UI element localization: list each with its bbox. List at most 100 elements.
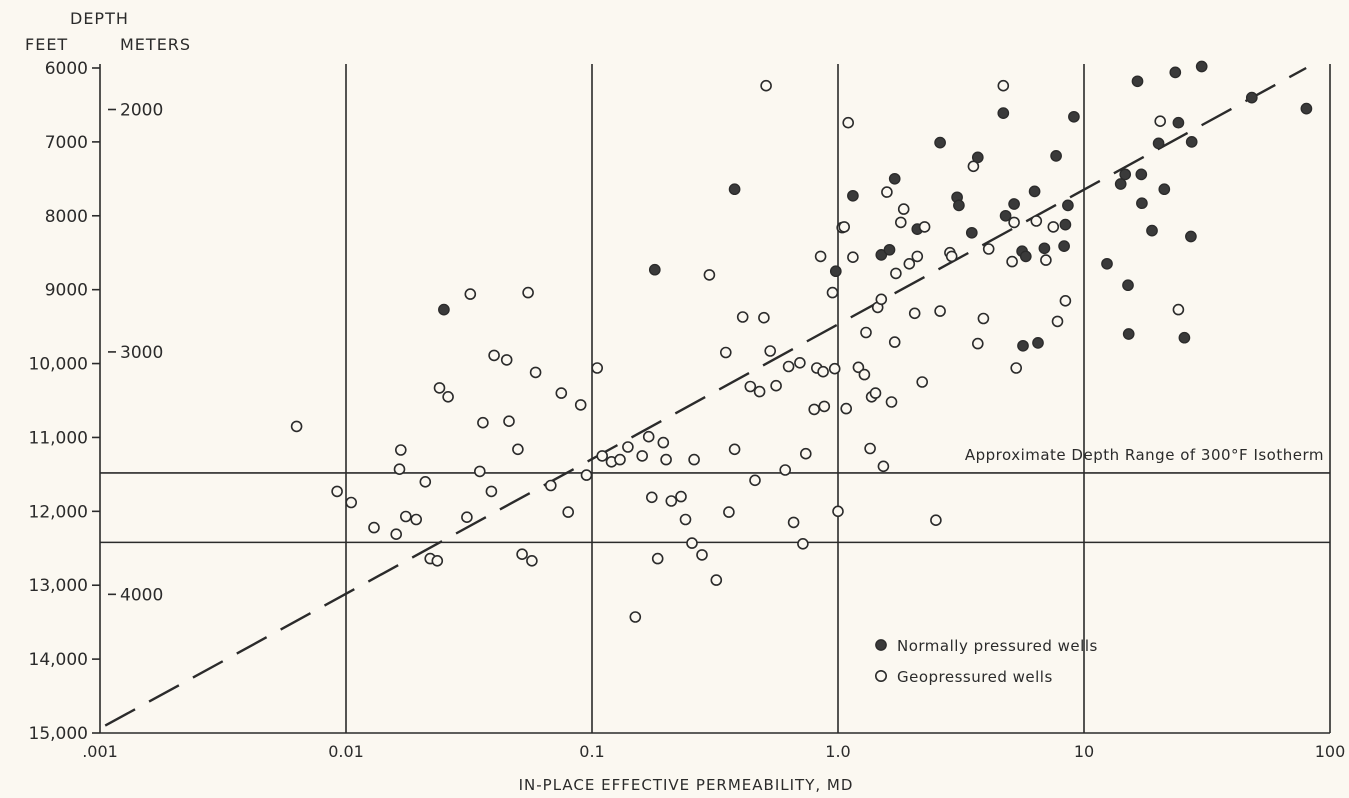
geopressured-point-4 xyxy=(390,528,403,541)
y-axis-heading-depth: DEPTH xyxy=(70,9,129,28)
geopressured-point-105 xyxy=(945,250,958,263)
normally-pressured-point-34 xyxy=(1135,168,1148,181)
normally-pressured-point-32 xyxy=(1122,328,1135,340)
data-points-layer xyxy=(290,60,1313,623)
normally-pressured-point-35 xyxy=(1136,197,1148,210)
normally-pressured-point-46 xyxy=(1300,102,1313,115)
geopressured-point-118 xyxy=(1059,294,1072,307)
y-tick-label-feet-1: 7000 xyxy=(45,133,88,153)
geopressured-point-92 xyxy=(885,396,898,408)
y-axis-heading-feet: FEET xyxy=(25,35,68,54)
geopressured-point-78 xyxy=(838,221,851,233)
y-tick-label-feet-2: 8000 xyxy=(45,207,88,227)
geopressured-point-13 xyxy=(442,390,454,403)
normally-pressured-point-5 xyxy=(875,249,888,261)
geopressured-point-12 xyxy=(431,554,444,567)
normally-pressured-point-41 xyxy=(1178,331,1191,344)
geopressured-point-81 xyxy=(847,251,859,264)
geopressured-point-115 xyxy=(1040,254,1052,266)
geopressured-point-95 xyxy=(894,216,907,229)
normally-pressured-point-12 xyxy=(965,226,978,239)
legend-label-normally-pressured: Normally pressured wells xyxy=(897,637,1098,655)
normally-pressured-point-16 xyxy=(1008,198,1020,210)
geopressured-point-91 xyxy=(881,186,893,198)
geopressured-point-119 xyxy=(1154,115,1166,127)
x-tick-label-0: .001 xyxy=(82,742,118,761)
normally-pressured-point-45 xyxy=(1245,91,1258,104)
geopressured-point-110 xyxy=(997,79,1010,92)
geopressured-point-19 xyxy=(488,349,500,362)
geopressured-point-101 xyxy=(918,221,931,233)
geopressured-point-72 xyxy=(817,365,829,378)
geopressured-point-66 xyxy=(794,356,806,369)
normally-pressured-point-29 xyxy=(1114,178,1127,190)
geopressured-point-6 xyxy=(394,444,407,456)
geopressured-point-41 xyxy=(651,552,664,565)
geopressured-point-46 xyxy=(679,513,692,526)
geopressured-point-80 xyxy=(842,116,855,129)
trend-line xyxy=(104,66,1307,727)
geopressured-point-14 xyxy=(461,511,473,524)
geopressured-point-1 xyxy=(331,485,343,498)
geopressured-point-22 xyxy=(512,443,524,456)
geopressured-point-89 xyxy=(875,293,888,306)
normally-pressured-point-4 xyxy=(847,189,859,202)
geopressured-point-117 xyxy=(1051,315,1064,328)
normally-pressured-point-43 xyxy=(1185,136,1198,148)
geopressured-point-47 xyxy=(686,537,698,549)
geopressured-point-109 xyxy=(982,243,995,255)
normally-pressured-point-36 xyxy=(1146,224,1158,237)
geopressured-point-106 xyxy=(967,160,980,173)
geopressured-point-21 xyxy=(503,415,515,428)
geopressured-point-98 xyxy=(908,307,921,320)
geopressured-point-116 xyxy=(1047,221,1060,233)
geopressured-point-36 xyxy=(622,441,634,453)
y-tick-label-feet-6: 12,000 xyxy=(29,502,88,522)
geopressured-point-90 xyxy=(877,460,890,473)
x-tick-label-5: 100 xyxy=(1315,742,1346,761)
geopressured-point-112 xyxy=(1008,216,1020,229)
x-tick-label-3: 1.0 xyxy=(825,742,850,761)
geopressured-point-8 xyxy=(410,513,423,526)
geopressured-point-58 xyxy=(753,385,766,398)
geopressured-point-11 xyxy=(433,382,446,394)
geopressured-point-32 xyxy=(591,362,604,374)
geopressured-point-39 xyxy=(642,430,655,443)
geopressured-point-53 xyxy=(723,506,735,518)
geopressured-point-68 xyxy=(799,447,812,460)
geopressured-point-111 xyxy=(1006,255,1018,268)
y-tick-label-feet-0: 6000 xyxy=(45,59,88,79)
geopressured-point-83 xyxy=(858,368,871,381)
geopressured-point-71 xyxy=(814,250,827,263)
geopressured-point-65 xyxy=(787,516,800,529)
geopressured-point-49 xyxy=(696,549,708,561)
normally-pressured-point-40 xyxy=(1172,116,1185,129)
geopressured-point-99 xyxy=(911,250,924,263)
isotherm-band-label: Approximate Depth Range of 300°F Isother… xyxy=(965,446,1324,464)
geopressured-point-33 xyxy=(596,450,609,462)
geopressured-point-24 xyxy=(522,286,534,299)
geopressured-point-50 xyxy=(703,269,716,281)
y-tick-label-feet-5: 11,000 xyxy=(29,428,88,448)
geopressured-point-79 xyxy=(840,402,853,415)
geopressured-point-35 xyxy=(614,453,626,466)
normally-pressured-point-6 xyxy=(883,243,896,256)
geopressured-point-103 xyxy=(934,305,946,317)
geopressured-point-28 xyxy=(555,387,568,399)
geopressured-point-5 xyxy=(393,463,406,476)
y-tick-label-feet-7: 13,000 xyxy=(29,576,88,596)
trend-line-layer xyxy=(104,66,1307,727)
geopressured-point-26 xyxy=(529,366,542,379)
x-tick-label-1: 0.01 xyxy=(328,742,364,761)
geopressured-point-54 xyxy=(728,443,741,456)
geopressured-point-40 xyxy=(645,491,658,504)
geopressured-point-23 xyxy=(516,548,528,561)
normally-pressured-point-2 xyxy=(728,183,741,196)
geopressured-point-37 xyxy=(629,611,642,623)
x-axis-label: IN-PLACE EFFECTIVE PERMEABILITY, MD xyxy=(519,776,854,794)
legend-label-geopressured: Geopressured wells xyxy=(897,668,1053,686)
normally-pressured-point-30 xyxy=(1119,168,1132,181)
grid-layer xyxy=(99,64,1331,734)
geopressured-point-15 xyxy=(464,288,477,300)
